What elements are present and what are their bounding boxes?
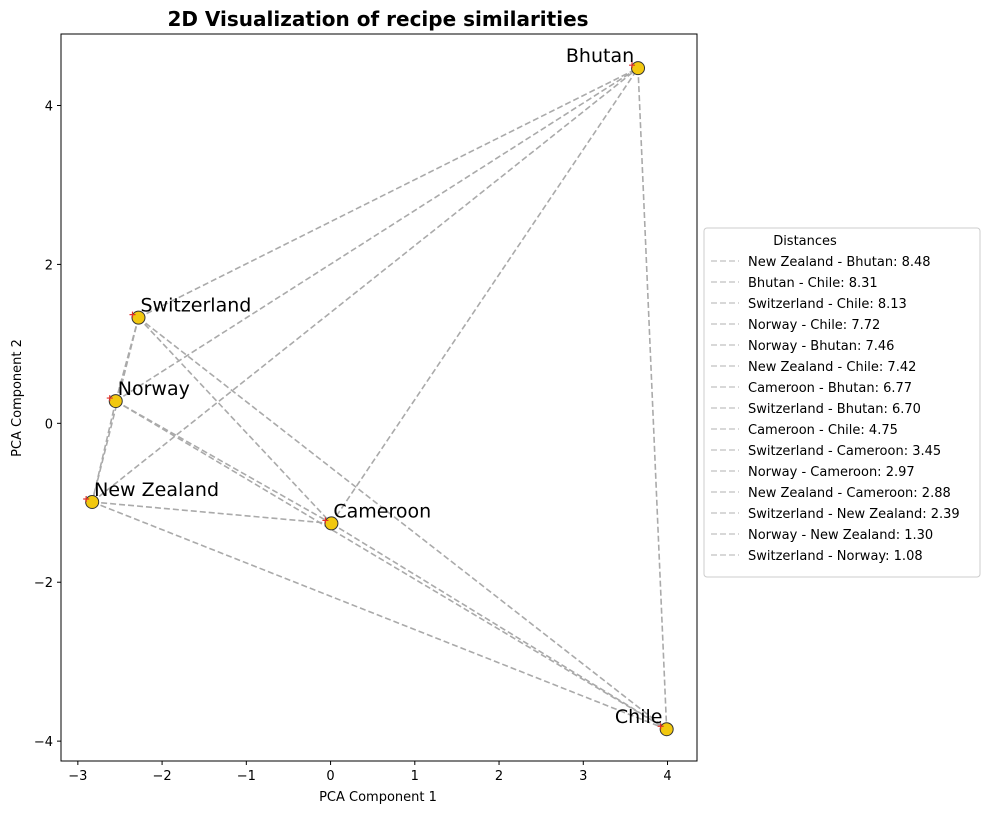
y-tick-label: 0: [45, 417, 53, 432]
point-marker: [657, 723, 664, 730]
legend-entry: Norway - Bhutan: 7.46: [748, 339, 894, 354]
x-tick-label: 4: [663, 769, 671, 784]
distance-line: [115, 67, 639, 402]
axes: −3 −2 −1 0 1 2 3 4 −4 −2 0 2 4: [34, 33, 698, 784]
distance-line: [330, 522, 668, 730]
point-marker: [629, 62, 636, 69]
distance-line: [138, 67, 639, 319]
point-label: Bhutan: [566, 45, 634, 67]
legend-entry: Cameroon - Chile: 4.75: [748, 423, 898, 438]
data-points: Bhutan Switzerland Norway New Zealand Camero…: [83, 45, 674, 737]
distance-line: [637, 68, 668, 730]
legend: Distances New Zealand - Bhutan: 8.48 Bhuta…: [703, 227, 981, 578]
distance-line: [115, 400, 332, 525]
legend-entry: New Zealand - Cameroon: 2.88: [748, 486, 951, 501]
legend-entry: Cameroon - Bhutan: 6.77: [748, 381, 912, 396]
legend-entry: Bhutan - Chile: 8.31: [748, 276, 878, 291]
point-label: Cameroon: [333, 500, 431, 522]
point-marker: [106, 395, 113, 402]
legend-entry: Norway - Cameroon: 2.97: [748, 465, 915, 480]
distance-line: [91, 67, 639, 503]
distance-line: [92, 501, 332, 525]
chart-title: 2D Visualization of recipe similarities: [167, 7, 588, 31]
point-label: Chile: [615, 706, 663, 728]
y-tick-label: −2: [34, 576, 53, 591]
point-marker: [129, 311, 136, 318]
legend-entry: Switzerland - Bhutan: 6.70: [748, 402, 921, 417]
point-marker: [322, 517, 329, 524]
distance-line: [91, 400, 117, 503]
distance-line: [138, 317, 668, 730]
point-label: New Zealand: [94, 479, 219, 501]
legend-entry: New Zealand - Chile: 7.42: [748, 360, 916, 375]
distance-lines: [91, 67, 668, 730]
x-tick-label: −2: [153, 769, 172, 784]
x-tick-label: 2: [495, 769, 503, 784]
legend-entry: Norway - Chile: 7.72: [748, 318, 880, 333]
x-tick-label: 1: [411, 769, 419, 784]
plot-frame: [60, 33, 698, 762]
x-tick-label: −3: [68, 769, 87, 784]
legend-entry: Switzerland - Cameroon: 3.45: [748, 444, 941, 459]
legend-entry: Switzerland - Norway: 1.08: [748, 549, 923, 564]
x-tick-label: −1: [237, 769, 256, 784]
x-axis-label: PCA Component 1: [319, 790, 437, 805]
legend-entry: Switzerland - Chile: 8.13: [748, 297, 907, 312]
distance-line: [115, 400, 668, 730]
y-axis-label: PCA Component 2: [10, 339, 25, 457]
legend-entry: New Zealand - Bhutan: 8.48: [748, 255, 931, 270]
distance-line: [330, 67, 639, 524]
legend-entry: Switzerland - New Zealand: 2.39: [748, 507, 960, 522]
point-label: Switzerland: [140, 295, 251, 317]
x-tick-label: 0: [326, 769, 334, 784]
y-tick-label: 2: [45, 258, 53, 273]
y-tick-label: −4: [34, 735, 53, 750]
point-marker: [83, 495, 90, 502]
distance-line: [114, 317, 140, 402]
distance-line: [137, 317, 332, 524]
legend-box: [703, 227, 981, 578]
legend-title: Distances: [773, 234, 837, 249]
y-tick-label: 4: [45, 100, 53, 115]
legend-entry: Norway - New Zealand: 1.30: [748, 528, 933, 543]
point-label: Norway: [118, 378, 190, 400]
x-tick-label: 3: [579, 769, 587, 784]
distance-line: [91, 501, 667, 730]
